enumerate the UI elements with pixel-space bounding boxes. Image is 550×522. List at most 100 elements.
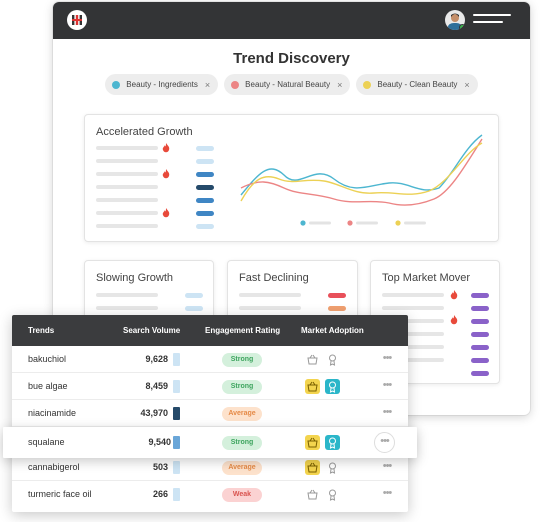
close-icon[interactable]: × [337, 79, 343, 90]
card-title: Accelerated Growth [96, 126, 193, 138]
legend-line [404, 221, 426, 225]
legend-marker [347, 220, 353, 226]
filter-chip-ingredients[interactable]: Beauty - Ingredients × [105, 74, 219, 95]
close-icon[interactable]: × [204, 79, 211, 90]
volume-bar [173, 488, 180, 501]
trend-pill [185, 306, 203, 311]
table-row[interactable]: niacinamide 43,970 Average ••• [12, 400, 408, 427]
trend-line-chart [240, 134, 483, 206]
trend-pill [328, 306, 346, 311]
trend-pill [196, 146, 214, 151]
column-header-market-adoption[interactable]: Market Adoption [301, 326, 364, 335]
table-row-highlighted[interactable]: squalane 9,540 Strong ••• [3, 427, 417, 458]
brand-logo-icon[interactable] [67, 10, 87, 30]
search-volume-value: 503 [152, 462, 168, 472]
award-icon [329, 462, 336, 474]
column-header-trends[interactable]: Trends [28, 326, 55, 335]
basket-icon [307, 354, 318, 365]
user-avatar-icon [448, 13, 462, 30]
flame-icon [450, 315, 458, 325]
accelerated-growth-card[interactable]: Accelerated Growth [84, 114, 499, 242]
legend-dot-icon [112, 80, 121, 89]
legend-marker [300, 220, 306, 226]
placeholder-line [382, 319, 444, 323]
trend-pill [471, 293, 489, 298]
placeholder-line [96, 185, 158, 189]
placeholder-line [382, 358, 444, 362]
legend-line [309, 221, 331, 225]
flame-icon [162, 169, 170, 179]
award-icon [329, 354, 336, 366]
search-volume-value: 43,970 [140, 408, 168, 418]
trend-name: turmeric face oil [28, 489, 92, 499]
trend-name: squalane [28, 437, 65, 447]
engagement-badge: Strong [222, 380, 262, 394]
trend-pill [471, 319, 489, 324]
more-options-icon[interactable]: ••• [382, 379, 393, 391]
placeholder-line [96, 198, 158, 202]
engagement-badge: Average [222, 407, 262, 421]
trend-name: bakuchiol [28, 354, 67, 364]
trend-pill [471, 332, 489, 337]
placeholder-line [96, 172, 158, 176]
user-avatar[interactable] [445, 10, 465, 30]
trend-pill [196, 224, 214, 229]
more-options-icon[interactable]: ••• [382, 352, 393, 364]
filter-chip-label: Beauty - Natural Beauty [245, 80, 331, 89]
column-header-search-volume[interactable]: Search Volume [123, 326, 181, 335]
placeholder-line [96, 306, 158, 310]
engagement-badge: Strong [222, 353, 262, 367]
trend-name: cannabigerol [28, 462, 80, 472]
trend-pill [185, 293, 203, 298]
placeholder-line [239, 293, 301, 297]
basket-icon [307, 489, 318, 500]
award-icon [329, 489, 336, 501]
engagement-badge: Weak [222, 488, 262, 502]
engagement-badge: Average [222, 461, 262, 475]
placeholder-line [382, 293, 444, 297]
more-options-icon[interactable]: ••• [382, 460, 393, 472]
card-title: Slowing Growth [96, 272, 174, 284]
placeholder-line [96, 224, 158, 228]
more-options-icon[interactable]: ••• [382, 487, 393, 499]
trend-name: niacinamide [28, 408, 77, 418]
page-title: Trend Discovery [233, 50, 350, 67]
legend-dot-icon [231, 80, 240, 89]
award-icon [325, 435, 340, 450]
table-row[interactable]: cannabigerol 503 Average ••• [12, 454, 408, 481]
legend-line [356, 221, 378, 225]
filter-chip-label: Beauty - Clean Beauty [377, 80, 458, 89]
basket-icon [305, 379, 320, 394]
engagement-badge: Strong [222, 436, 262, 450]
table-row[interactable]: turmeric face oil 266 Weak ••• [12, 481, 408, 508]
volume-bar [173, 380, 180, 393]
flame-icon [450, 290, 458, 300]
table-header: Trends Search Volume Engagement Rating M… [12, 315, 408, 346]
volume-bar [173, 407, 180, 420]
filter-chips: Beauty - Ingredients × Beauty - Natural … [53, 74, 530, 95]
close-icon[interactable]: × [464, 79, 470, 90]
search-volume-value: 9,540 [148, 437, 171, 447]
table-row[interactable]: bue algae 8,459 Strong ••• [12, 373, 408, 400]
filter-chip-natural-beauty[interactable]: Beauty - Natural Beauty × [224, 74, 351, 95]
card-title: Top Market Mover [382, 272, 471, 284]
trend-pill [196, 185, 214, 190]
column-header-engagement-rating[interactable]: Engagement Rating [205, 326, 281, 335]
placeholder-line [96, 293, 158, 297]
filter-chip-clean-beauty[interactable]: Beauty - Clean Beauty × [356, 74, 478, 95]
series-line-clean-beauty [240, 142, 483, 202]
basket-icon [305, 460, 320, 475]
placeholder-line [382, 306, 444, 310]
search-volume-value: 266 [152, 489, 168, 499]
placeholder-line [96, 159, 158, 163]
flame-icon [162, 208, 170, 218]
trends-table: Trends Search Volume Engagement Rating M… [12, 315, 408, 512]
trend-pill [471, 306, 489, 311]
search-volume-value: 8,459 [145, 381, 168, 391]
table-row[interactable]: bakuchiol 9,628 Strong ••• [12, 346, 408, 373]
volume-bar [173, 436, 180, 449]
hamburger-menu-icon[interactable] [473, 14, 511, 28]
more-options-icon[interactable]: ••• [374, 432, 395, 453]
trend-pill [471, 345, 489, 350]
more-options-icon[interactable]: ••• [382, 406, 393, 418]
